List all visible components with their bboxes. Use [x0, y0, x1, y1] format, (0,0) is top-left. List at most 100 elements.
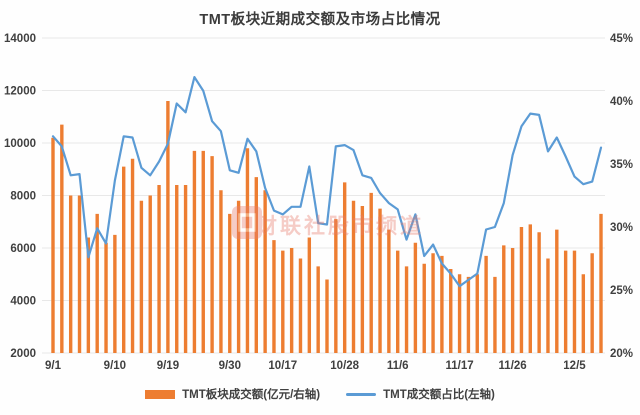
bar: [510, 248, 515, 353]
bar: [210, 156, 214, 353]
bar: [95, 213, 99, 353]
watermark: 财联社股市频道: [232, 206, 424, 239]
watermark-logo-icon: [232, 206, 262, 239]
left-axis-tick: 6000: [10, 243, 36, 255]
bar: [537, 232, 541, 353]
bar: [139, 200, 144, 353]
bar: [404, 266, 409, 353]
bar: [413, 242, 418, 353]
legend: TMT板块成交额(亿元/右轴) TMT成交额占比(左轴): [0, 383, 640, 405]
right-axis-tick: 45%: [610, 33, 633, 45]
bar: [122, 166, 126, 353]
watermark-logo-glyph: [238, 213, 256, 232]
right-axis-labels: 45% 40% 35% 30% 25% 20%: [610, 33, 633, 360]
bar: [166, 101, 170, 353]
bar: [449, 269, 453, 353]
left-axis-tick: 2000: [10, 348, 36, 360]
left-axis-tick: 8000: [10, 191, 36, 203]
bar: [192, 150, 197, 353]
bar: [466, 276, 471, 353]
x-axis-tick: 11/17: [446, 360, 474, 372]
x-axis-tick: 12/5: [563, 360, 586, 372]
bar: [590, 253, 594, 353]
bar: [130, 158, 135, 353]
bar: [502, 245, 506, 353]
bar: [599, 213, 603, 353]
left-axis-tick: 14000: [4, 33, 36, 45]
bar: [546, 258, 550, 353]
bar: [563, 250, 568, 353]
bar: [175, 185, 179, 353]
bar: [272, 240, 276, 353]
bar: [68, 195, 73, 353]
x-axis-tick: 9/30: [219, 360, 241, 372]
bar: [77, 195, 82, 353]
bar: [254, 177, 258, 353]
bar: [457, 274, 462, 353]
bar: [183, 185, 188, 353]
bar: [86, 237, 91, 353]
left-axis-tick: 4000: [10, 296, 36, 308]
bar: [431, 253, 435, 353]
bar: [325, 279, 329, 353]
bar: [396, 250, 400, 353]
bar: [157, 185, 161, 353]
right-axis-tick: 20%: [610, 348, 633, 360]
bar: [298, 258, 303, 353]
bar: [51, 137, 55, 353]
bar: [334, 219, 338, 353]
x-axis-tick: 9/19: [157, 360, 179, 372]
right-axis-tick: 40%: [610, 96, 633, 108]
legend-line-swatch-icon: [346, 392, 377, 396]
left-axis-labels: 14000 12000 10000 8000 6000 4000 2000: [4, 33, 36, 360]
bar: [422, 263, 426, 353]
bar: [528, 224, 532, 353]
bar: [369, 192, 373, 353]
bar: [387, 229, 391, 353]
chart-title: TMT板块近期成交额及市场占比情况: [199, 12, 441, 28]
bar: [493, 276, 497, 353]
x-axis-tick: 11/26: [499, 360, 527, 372]
bar: [581, 274, 586, 353]
bar-series: [51, 101, 603, 353]
bar: [219, 190, 223, 353]
legend-line-label: TMT成交额占比(左轴): [383, 389, 495, 401]
bar: [289, 248, 294, 353]
x-axis-tick: 11/6: [387, 360, 409, 372]
bar: [378, 208, 382, 353]
right-axis-tick: 25%: [610, 285, 633, 297]
legend-bar-swatch-icon: [145, 389, 176, 399]
right-axis-tick: 35%: [610, 159, 633, 171]
bar: [475, 274, 479, 353]
bar: [281, 250, 285, 353]
bar: [555, 229, 559, 353]
bar: [360, 206, 365, 353]
bar: [263, 190, 267, 353]
x-axis-tick: 10/28: [330, 360, 359, 372]
legend-bar-label: TMT板块成交额(亿元/右轴): [182, 389, 321, 401]
bar: [351, 200, 356, 353]
bar: [245, 148, 250, 353]
bar: [228, 213, 232, 353]
x-axis-labels: 9/1 9/10 9/19 9/30 10/17 10/28 11/6 11/17 11/26 1…: [45, 360, 586, 372]
x-axis-tick: 10/17: [268, 360, 297, 372]
left-axis-tick: 10000: [4, 138, 36, 150]
x-axis-tick: 9/1: [45, 360, 62, 372]
bar: [60, 124, 64, 353]
bar: [342, 182, 347, 353]
bar: [236, 200, 241, 353]
bar: [440, 255, 444, 353]
right-axis-tick: 30%: [610, 222, 633, 234]
bar: [484, 255, 488, 353]
bar: [316, 266, 320, 353]
bar: [519, 227, 524, 353]
bar: [201, 150, 205, 353]
bar: [148, 195, 152, 353]
bar: [104, 242, 108, 353]
bar: [307, 237, 312, 353]
bar: [572, 250, 577, 353]
left-axis-tick: 12000: [4, 86, 36, 98]
watermark-text: 财联社股市频道: [256, 214, 424, 238]
